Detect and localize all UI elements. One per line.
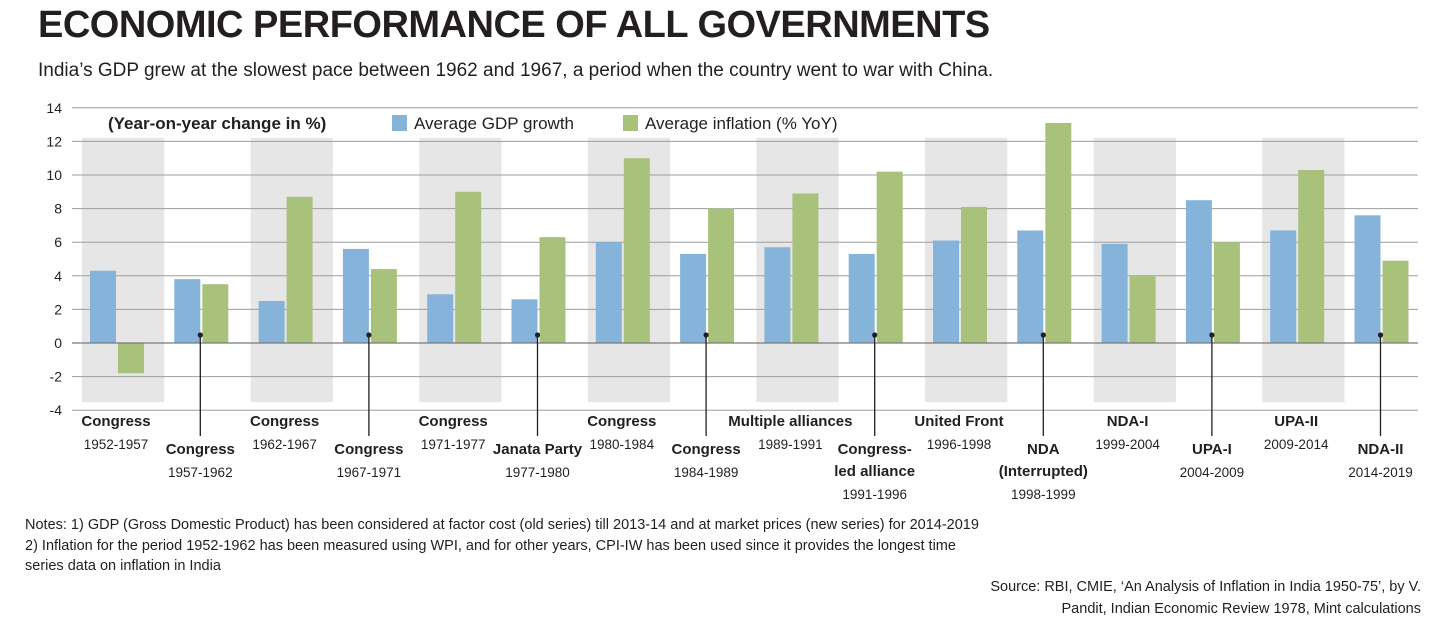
category-years-label: 1991-1996 xyxy=(842,487,907,502)
leader-dot xyxy=(534,332,541,338)
category-party-label: NDA-I xyxy=(1107,413,1149,430)
bar-chart: -4 -2 0 2 4 6 8 10 12 14 Congress 1952-1957 Congress… xyxy=(46,100,1418,502)
category-party-label: UPA-I xyxy=(1192,441,1232,458)
y-tick-label: 12 xyxy=(46,133,62,149)
inflation-bar xyxy=(1045,122,1072,343)
leader-dot xyxy=(703,332,709,338)
gdp-bar xyxy=(1354,215,1381,343)
leader-dot xyxy=(1209,332,1215,338)
gdp-bar xyxy=(1101,243,1128,343)
y-tick-label: 6 xyxy=(54,234,62,250)
gdp-bar xyxy=(595,242,622,343)
category-years-label: 1999-2004 xyxy=(1095,437,1160,452)
inflation-bar xyxy=(623,158,650,343)
y-tick-label: -4 xyxy=(50,402,63,418)
y-tick-label: 10 xyxy=(46,167,62,183)
source-line: Pandit, Indian Economic Review 1978, Min… xyxy=(1061,601,1421,617)
gdp-bar xyxy=(174,279,201,343)
gdp-bar xyxy=(1270,230,1297,343)
category-years-label: 1980-1984 xyxy=(590,437,655,452)
category-party-label: NDA xyxy=(1027,441,1060,458)
category-party-label: Multiple alliances xyxy=(728,413,852,430)
inflation-bar xyxy=(202,284,229,343)
inflation-bar xyxy=(792,193,819,343)
gdp-bar xyxy=(1017,230,1044,343)
inflation-bar xyxy=(118,343,144,374)
gdp-bar xyxy=(764,247,791,343)
category-party-label: Congress xyxy=(587,413,656,430)
category-party-label: Congress xyxy=(166,441,235,458)
category-years-label: 2014-2019 xyxy=(1348,465,1413,480)
gdp-bar xyxy=(933,240,959,343)
category-years-label: 2009-2014 xyxy=(1264,437,1329,452)
category-party-label: Congress xyxy=(419,413,488,430)
inflation-bar xyxy=(1129,275,1156,343)
gdp-bar xyxy=(342,248,369,343)
inflation-bar xyxy=(1213,242,1240,343)
category-years-label: 1962-1967 xyxy=(252,437,317,452)
gdp-bar xyxy=(848,253,875,343)
y-tick-label: -2 xyxy=(50,369,63,385)
source-line: Source: RBI, CMIE, ‘An Analysis of Infla… xyxy=(990,579,1421,595)
y-tick-label: 0 xyxy=(54,335,62,351)
inflation-bar xyxy=(1382,260,1409,343)
inflation-bar xyxy=(876,171,903,343)
category-years-label: 1998-1999 xyxy=(1011,487,1076,502)
category-years-label: 1967-1971 xyxy=(337,465,402,480)
category-party-label: Congress xyxy=(250,413,319,430)
category-years-label: 2004-2009 xyxy=(1180,465,1245,480)
category-years-label: 1952-1957 xyxy=(84,437,149,452)
y-tick-label: 4 xyxy=(54,268,62,284)
gdp-bar xyxy=(680,253,707,343)
category-party-label: UPA-II xyxy=(1274,413,1318,430)
category-party-label: Congress xyxy=(672,441,741,458)
legend-swatch-gdp xyxy=(392,115,407,131)
gdp-bar xyxy=(90,270,116,343)
category-years-label: 1971-1977 xyxy=(421,437,486,452)
source: Source: RBI, CMIE, ‘An Analysis of Infla… xyxy=(861,576,1421,620)
category-years-label: 1996-1998 xyxy=(927,437,992,452)
leader-dot xyxy=(872,332,878,338)
legend-swatch-inflation xyxy=(623,115,638,131)
note-line: series data on inflation in India xyxy=(25,558,221,574)
inflation-bar xyxy=(961,206,987,343)
leader-dot xyxy=(1040,332,1046,338)
category-party-label: Congress- xyxy=(838,441,912,458)
category-party-label: Congress xyxy=(81,413,150,430)
leader-dot xyxy=(1377,332,1384,338)
y-tick-label: 14 xyxy=(46,100,62,116)
gdp-bar xyxy=(1185,200,1212,343)
category-party-label: NDA-II xyxy=(1358,441,1404,458)
inflation-bar xyxy=(539,237,566,343)
inflation-bar xyxy=(286,196,313,343)
inflation-bar xyxy=(455,191,482,343)
category-party-label: Congress xyxy=(334,441,403,458)
chart-subtitle: India’s GDP grew at the slowest pace bet… xyxy=(38,60,994,81)
inflation-bar xyxy=(1298,169,1325,343)
legend-label-inflation: Average inflation (% YoY) xyxy=(645,114,837,133)
note-line: Notes: 1) GDP (Gross Domestic Product) h… xyxy=(25,517,979,533)
category-party-label: United Front xyxy=(914,413,1003,430)
legend-label-gdp: Average GDP growth xyxy=(414,114,574,133)
category-party-label: Janata Party xyxy=(493,441,583,458)
note-line: 2) Inflation for the period 1952-1962 ha… xyxy=(25,537,956,554)
category-years-label: 1989-1991 xyxy=(758,437,823,452)
category-years-label: 1977-1980 xyxy=(505,465,570,480)
inflation-bar xyxy=(708,208,735,343)
gdp-bar xyxy=(258,301,285,343)
gdp-bar xyxy=(427,294,454,343)
category-party-label: (Interrupted) xyxy=(999,463,1088,480)
category-party-label: led alliance xyxy=(834,463,915,480)
category-years-label: 1984-1989 xyxy=(674,465,739,480)
notes: Notes: 1) GDP (Gross Domestic Product) h… xyxy=(25,515,979,577)
gdp-bar xyxy=(511,299,538,343)
leader-dot xyxy=(366,332,372,338)
inflation-bar xyxy=(370,269,397,343)
chart-title: ECONOMIC PERFORMANCE OF ALL GOVERNMENTS xyxy=(38,4,990,46)
category-years-label: 1957-1962 xyxy=(168,465,233,480)
leader-dot xyxy=(197,332,203,338)
y-tick-label: 2 xyxy=(54,301,62,317)
legend-title: (Year-on-year change in %) xyxy=(108,114,326,133)
y-tick-label: 8 xyxy=(54,201,62,217)
